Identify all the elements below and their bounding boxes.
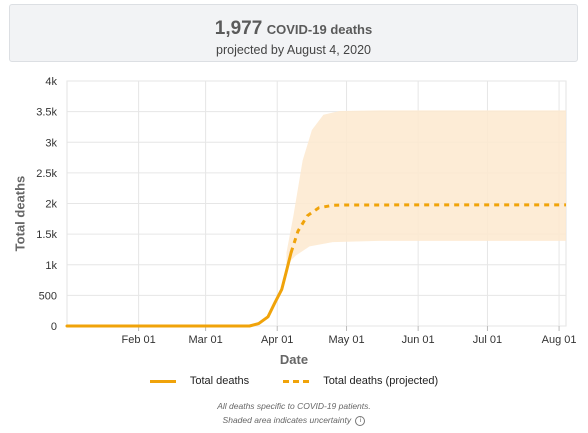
footnote-line2: Shaded area indicates uncertainty i (0, 415, 588, 426)
y-tick-label: 3.5k (36, 107, 57, 119)
legend: Total deaths Total deaths (projected) (0, 375, 588, 387)
legend-label-projected: Total deaths (projected) (323, 375, 439, 387)
projected-deaths-line (289, 203, 566, 253)
uncertainty-band (286, 110, 566, 265)
x-tick-label: Jun 01 (402, 334, 435, 346)
x-tick-label: Feb 01 (121, 334, 155, 346)
x-tick-label: Jul 01 (473, 334, 502, 346)
summary-card: 1,977 COVID-19 deaths projected by Augus… (9, 4, 578, 62)
info-icon[interactable]: i (355, 415, 366, 426)
y-tick-label: 2.5k (36, 168, 57, 180)
footnote-uncertainty-text: Shaded area indicates uncertainty (222, 415, 352, 425)
legend-swatch-dashed (283, 379, 310, 383)
y-tick-label: 0 (51, 321, 57, 333)
y-tick-label: 1.5k (36, 229, 57, 241)
y-tick-label: 500 (39, 290, 57, 302)
x-tick-label: May 01 (328, 334, 364, 346)
legend-item-total[interactable]: Total deaths (149, 375, 250, 387)
y-tick-label: 2k (45, 199, 57, 211)
legend-label-total: Total deaths (189, 375, 250, 387)
projected-deaths-value: 1,977 (214, 18, 263, 39)
footnote-line1: All deaths specific to COVID-19 patients… (217, 401, 371, 411)
legend-item-projected[interactable]: Total deaths (projected) (283, 375, 438, 387)
total-deaths-line (65, 251, 293, 328)
projected-deaths-unit: COVID-19 deaths (266, 22, 373, 37)
headline: 1,977 COVID-19 deaths (10, 18, 577, 40)
y-tick-label: 4k (45, 76, 57, 88)
x-tick-label: Apr 01 (261, 334, 293, 346)
y-axis-title: Total deaths (12, 175, 28, 252)
y-tick-label: 1k (45, 260, 57, 272)
x-tick-label: Mar 01 (188, 334, 222, 346)
legend-swatch-solid (149, 379, 176, 383)
x-tick-label: Aug 01 (542, 334, 577, 346)
x-axis-title: Date (279, 352, 309, 367)
projection-date: projected by August 4, 2020 (216, 43, 371, 57)
y-tick-label: 3k (45, 137, 57, 149)
